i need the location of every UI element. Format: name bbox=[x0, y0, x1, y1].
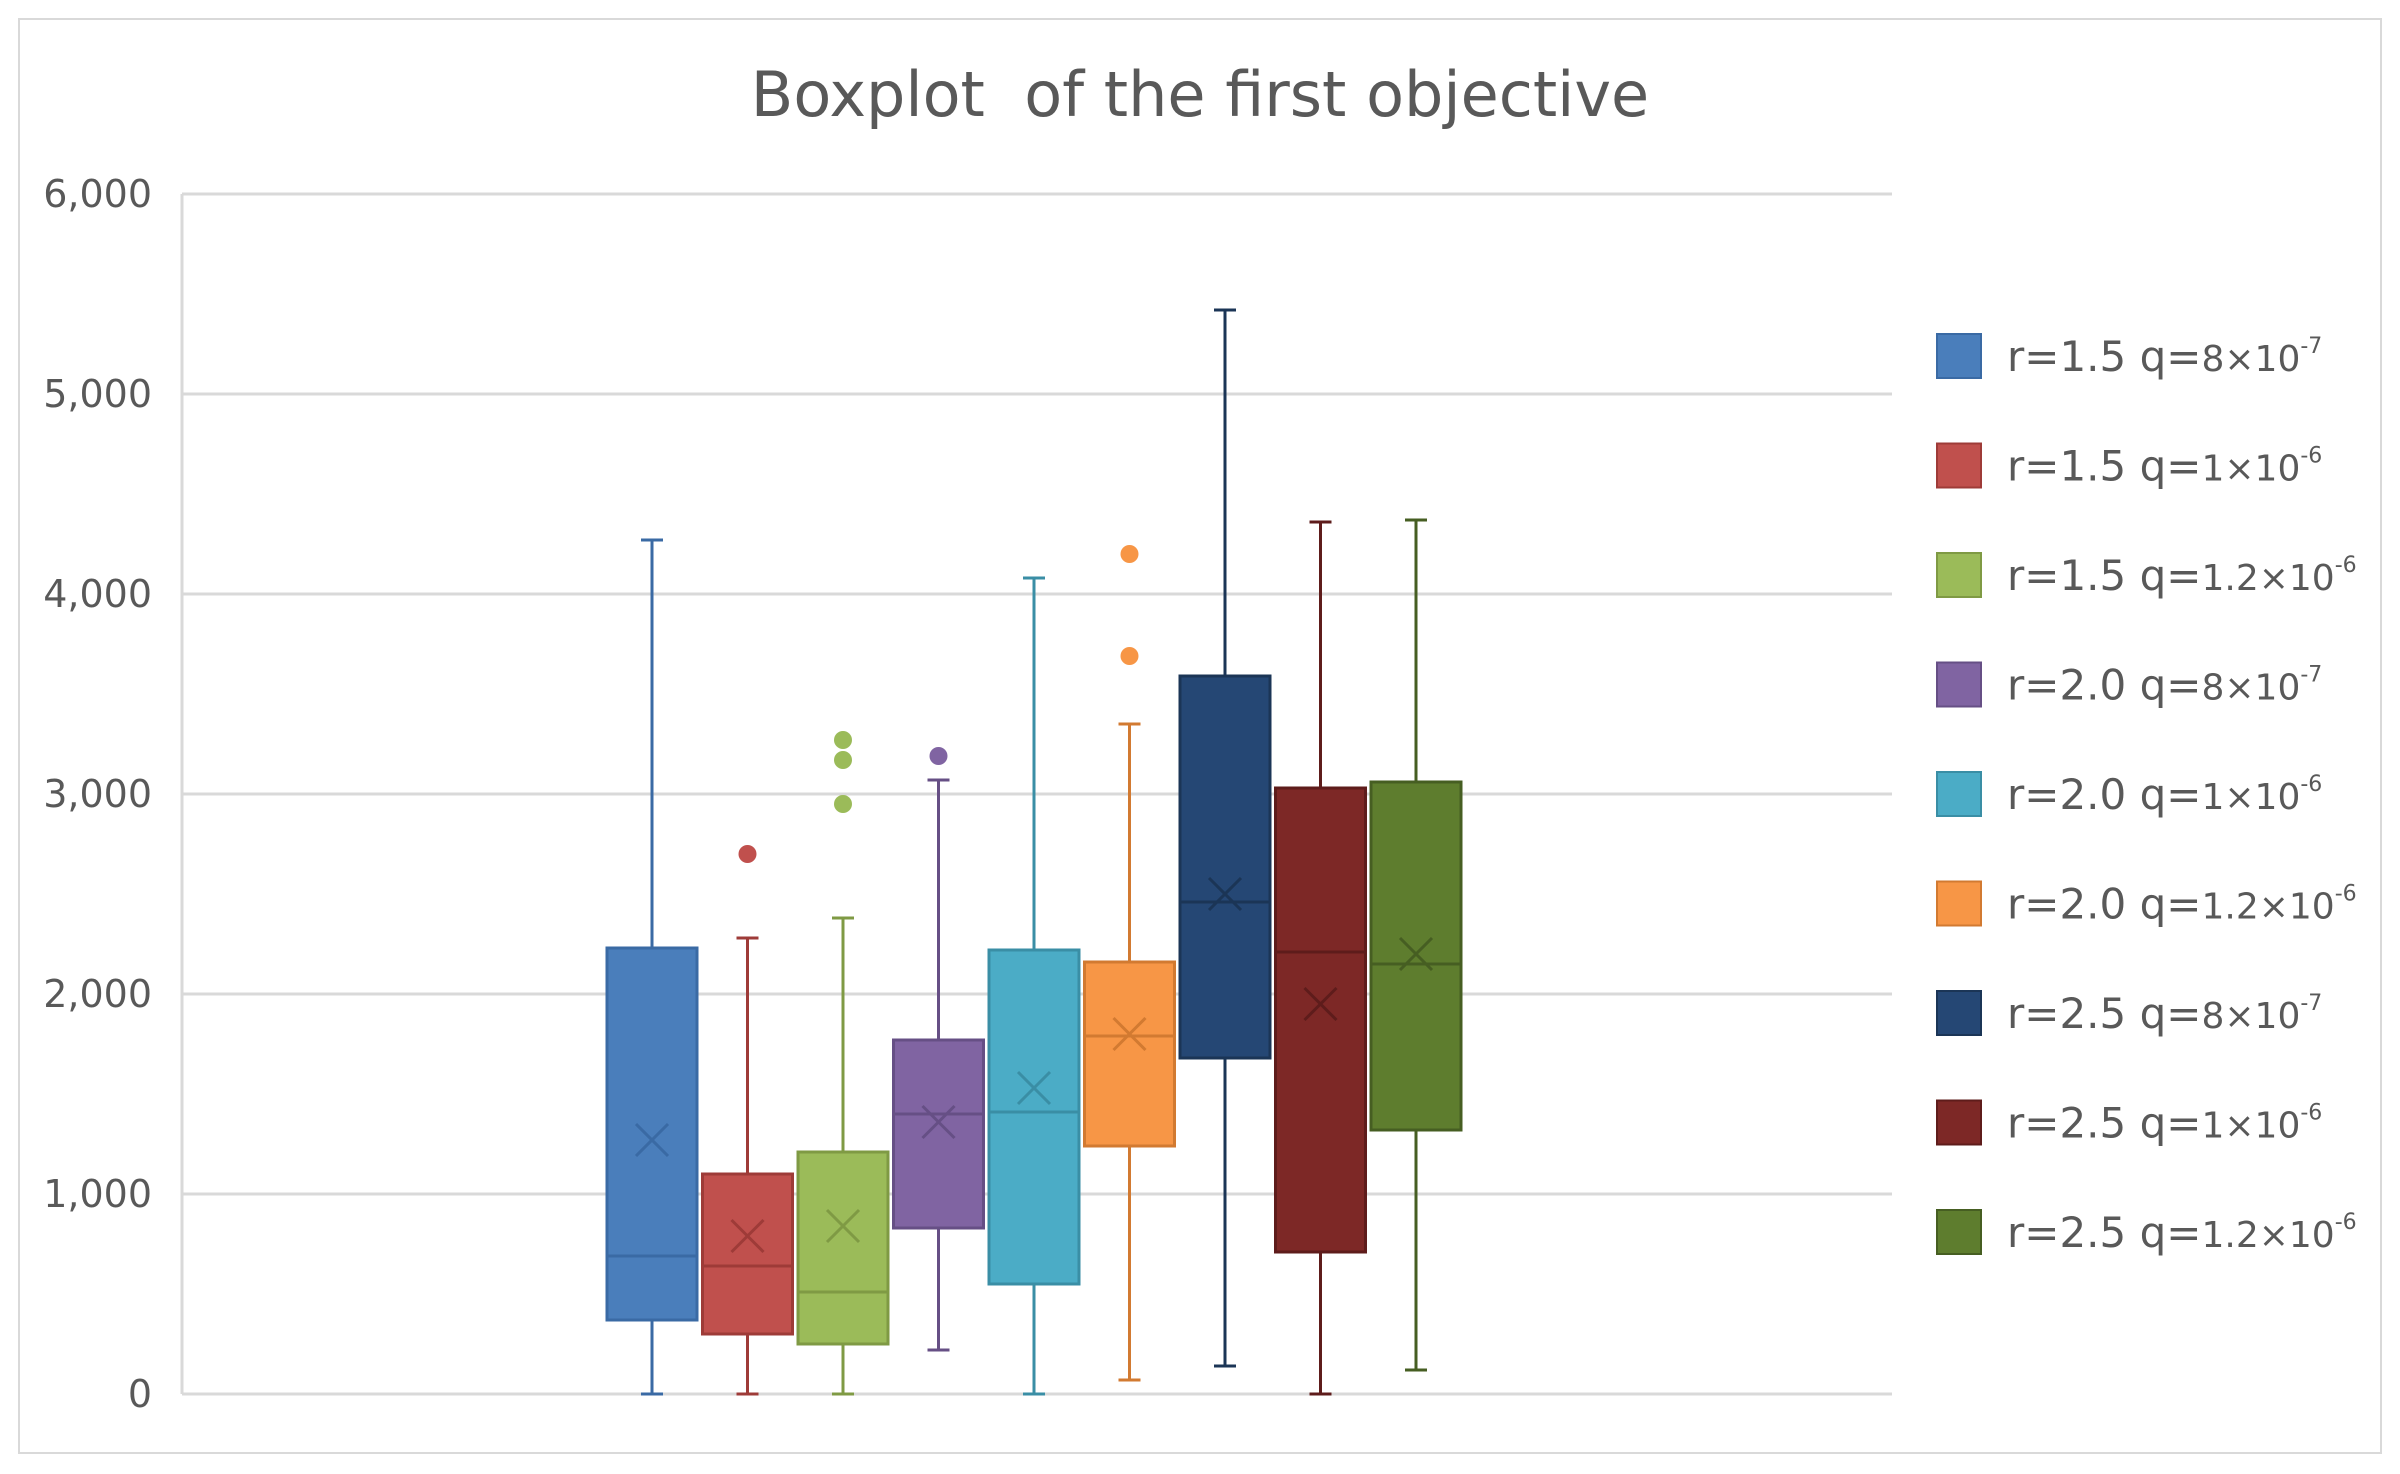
chart-title: Boxplot of the first objective bbox=[751, 58, 1649, 131]
mean-marker bbox=[1207, 876, 1243, 912]
box bbox=[1274, 786, 1367, 1254]
y-tick-label: 0 bbox=[128, 1372, 152, 1416]
legend-label: r=1.5 q=1.2×10-6 bbox=[2007, 551, 2357, 600]
outlier-point bbox=[738, 845, 757, 863]
box bbox=[1083, 960, 1176, 1148]
box bbox=[1178, 674, 1272, 1060]
legend-swatch bbox=[1936, 552, 1982, 598]
legend-swatch bbox=[1936, 880, 1982, 927]
box-group bbox=[987, 576, 1081, 1396]
legend-label: r=2.5 q=1×10-6 bbox=[2007, 1099, 2322, 1148]
box-group bbox=[796, 731, 890, 1396]
mean-marker bbox=[730, 1218, 765, 1254]
legend-item: r=2.5 q=1.2×10-6 bbox=[1936, 1208, 2357, 1257]
y-tick-label: 1,000 bbox=[43, 1172, 152, 1216]
y-tick-label: 6,000 bbox=[43, 172, 152, 216]
legend-item: r=2.0 q=8×10-7 bbox=[1936, 661, 2322, 710]
legend-label: r=2.0 q=8×10-7 bbox=[2007, 661, 2322, 710]
legend-label: r=2.0 q=1.2×10-6 bbox=[2007, 880, 2357, 929]
legend-swatch bbox=[1936, 333, 1982, 379]
legend-label: r=1.5 q=8×10-7 bbox=[2007, 332, 2322, 381]
box bbox=[796, 1150, 890, 1346]
mean-marker bbox=[634, 1122, 670, 1158]
y-tick-label: 4,000 bbox=[43, 572, 152, 616]
legend-label: r=2.0 q=1×10-6 bbox=[2007, 770, 2322, 819]
outlier-point bbox=[834, 751, 852, 769]
mean-marker bbox=[1398, 936, 1434, 972]
outlier-point bbox=[929, 747, 948, 765]
chart-frame: Boxplot of the first objective 0 1,000 2,0… bbox=[18, 18, 2382, 1454]
mean-marker bbox=[1112, 1016, 1147, 1052]
legend-item: r=2.5 q=8×10-7 bbox=[1936, 989, 2322, 1038]
box bbox=[892, 1038, 985, 1230]
legend-label: r=1.5 q=1×10-6 bbox=[2007, 442, 2322, 491]
box-group bbox=[605, 538, 699, 1396]
y-axis-tick-labels: 0 1,000 2,000 3,000 4,000 5,000 6,000 bbox=[43, 172, 152, 1416]
legend-item: r=1.5 q=1×10-6 bbox=[1936, 442, 2322, 491]
mean-marker bbox=[1016, 1070, 1052, 1106]
box-series bbox=[605, 308, 1463, 1396]
legend-item: r=1.5 q=8×10-7 bbox=[1936, 332, 2322, 381]
legend-item: r=1.5 q=1.2×10-6 bbox=[1936, 551, 2357, 600]
box-group bbox=[1274, 520, 1367, 1396]
legend-label: r=2.5 q=1.2×10-6 bbox=[2007, 1208, 2357, 1257]
mean-marker bbox=[921, 1104, 956, 1140]
legend-swatch bbox=[1936, 442, 1982, 489]
y-tick-label: 3,000 bbox=[43, 772, 152, 816]
box-group bbox=[701, 845, 794, 1396]
legend-item: r=2.0 q=1.2×10-6 bbox=[1936, 880, 2357, 929]
box-group bbox=[1178, 308, 1272, 1368]
box bbox=[605, 946, 699, 1322]
outlier-point bbox=[834, 731, 852, 749]
mean-marker bbox=[1303, 986, 1338, 1022]
outlier-point bbox=[1120, 647, 1139, 665]
box-group bbox=[892, 747, 985, 1352]
legend-swatch bbox=[1936, 1209, 1982, 1255]
legend-swatch bbox=[1936, 661, 1982, 708]
outlier-point bbox=[1120, 545, 1139, 563]
box-group bbox=[1369, 518, 1463, 1372]
legend-item: r=2.0 q=1×10-6 bbox=[1936, 770, 2322, 819]
outlier-point bbox=[834, 795, 852, 813]
legend: r=1.5 q=8×10-7 r=1.5 q=1×10-6 r=1.5 q=1.2×… bbox=[1936, 332, 2357, 1257]
box bbox=[701, 1172, 794, 1336]
boxplot-chart: Boxplot of the first objective 0 1,000 2,0… bbox=[43, 58, 2357, 1416]
legend-swatch bbox=[1936, 771, 1982, 817]
y-tick-label: 2,000 bbox=[43, 972, 152, 1016]
legend-swatch bbox=[1936, 1099, 1982, 1146]
mean-marker bbox=[825, 1208, 861, 1244]
legend-swatch bbox=[1936, 990, 1982, 1036]
legend-item: r=2.5 q=1×10-6 bbox=[1936, 1099, 2322, 1148]
legend-label: r=2.5 q=8×10-7 bbox=[2007, 989, 2322, 1038]
box-group bbox=[1083, 545, 1176, 1382]
y-tick-label: 5,000 bbox=[43, 372, 152, 416]
box bbox=[987, 948, 1081, 1286]
